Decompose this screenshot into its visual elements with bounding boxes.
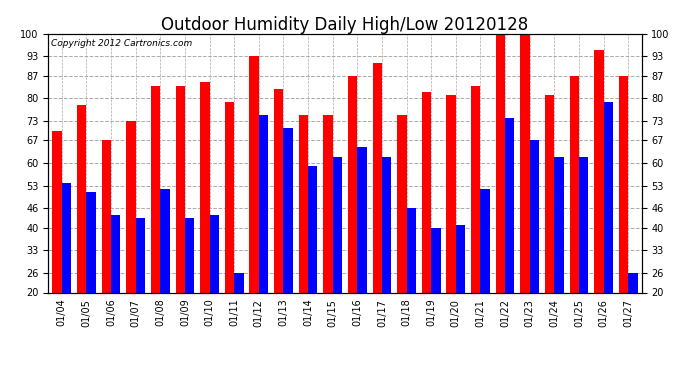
Bar [86,192,96,292]
Bar [77,105,86,292]
Bar [373,63,382,292]
Bar [250,56,259,292]
Bar [579,157,589,292]
Bar [299,115,308,292]
Bar [284,128,293,292]
Bar [446,95,456,292]
Bar [175,86,185,292]
Bar [308,166,317,292]
Bar [62,183,71,292]
Bar [554,157,564,292]
Bar [210,215,219,292]
Bar [151,86,160,292]
Bar [234,273,244,292]
Bar [225,102,234,292]
Bar [397,115,406,292]
Bar [333,157,342,292]
Bar [530,141,539,292]
Bar [628,273,638,292]
Bar [569,76,579,292]
Bar [185,218,195,292]
Bar [431,228,440,292]
Bar [406,209,416,292]
Bar [136,218,145,292]
Bar [480,189,490,292]
Bar [126,121,136,292]
Bar [348,76,357,292]
Text: Copyright 2012 Cartronics.com: Copyright 2012 Cartronics.com [51,39,193,48]
Bar [160,189,170,292]
Bar [545,95,554,292]
Bar [274,89,284,292]
Bar [324,115,333,292]
Bar [52,131,62,292]
Title: Outdoor Humidity Daily High/Low 20120128: Outdoor Humidity Daily High/Low 20120128 [161,16,529,34]
Bar [471,86,480,292]
Bar [101,141,111,292]
Bar [505,118,515,292]
Bar [200,82,210,292]
Bar [594,50,604,292]
Bar [456,225,465,292]
Bar [111,215,121,292]
Bar [382,157,391,292]
Bar [422,92,431,292]
Bar [604,102,613,292]
Bar [357,147,366,292]
Bar [259,115,268,292]
Bar [520,34,530,292]
Bar [619,76,628,292]
Bar [495,34,505,292]
